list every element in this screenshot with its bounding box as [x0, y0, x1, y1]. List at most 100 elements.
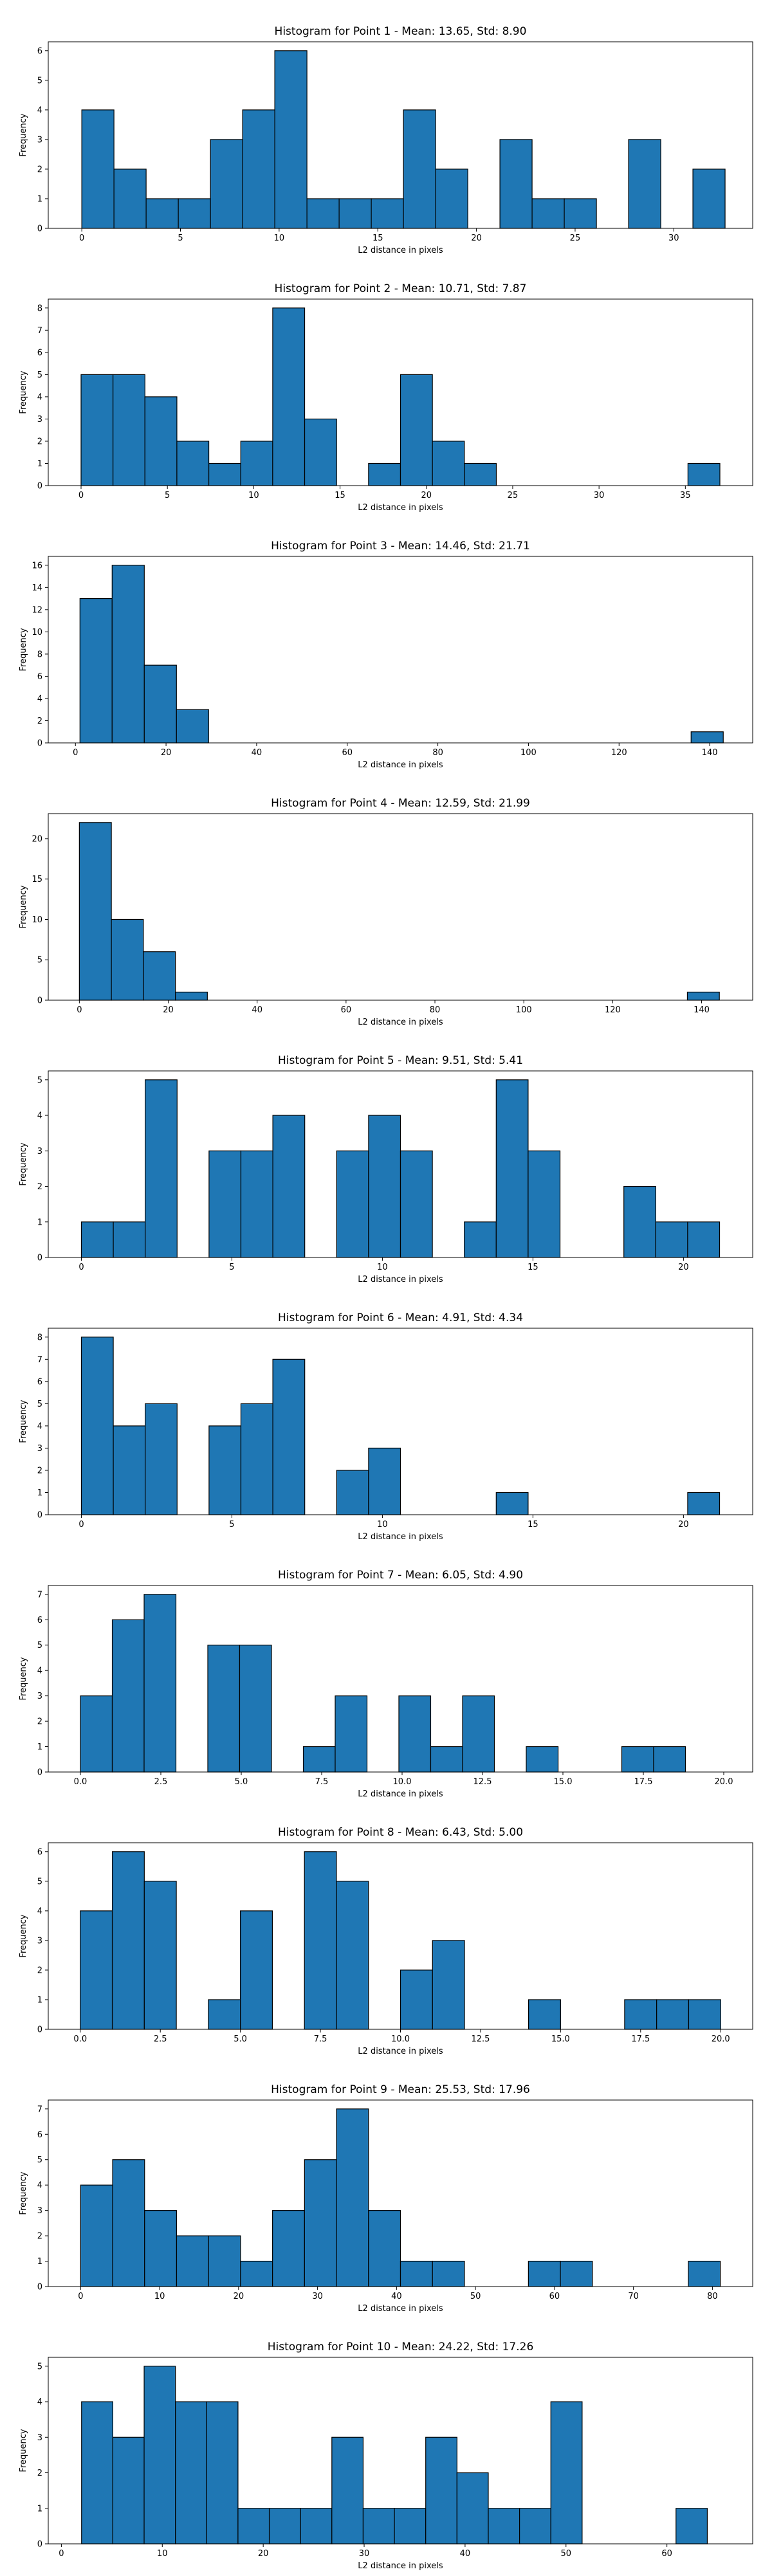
x-tick-label: 20.0 [712, 2034, 730, 2044]
x-tick-label: 60 [661, 2549, 672, 2559]
x-tick-label: 50 [470, 2292, 481, 2301]
x-tick-label: 80 [707, 2292, 718, 2301]
axes-frame [48, 298, 753, 486]
histogram-bar [111, 918, 144, 1001]
histogram-bar [394, 2508, 427, 2544]
x-axis-label: L2 distance in pixels [358, 1275, 443, 1284]
histogram-bar [653, 1746, 686, 1773]
x-tick-label: 15 [528, 1520, 538, 1530]
histogram-panel: Histogram for Point 7 - Mean: 6.05, Std:… [19, 1569, 753, 1799]
histogram-bar [111, 565, 145, 744]
histogram-bar [655, 1221, 688, 1258]
axes-frame [48, 1585, 753, 1773]
histogram-bar [145, 1079, 178, 1258]
x-tick-label: 0.0 [74, 1777, 87, 1787]
histogram-bar [531, 198, 565, 229]
x-tick-label: 100 [520, 748, 537, 758]
x-tick-label: 20 [678, 1520, 689, 1530]
histogram-bar [237, 2508, 270, 2544]
histogram-bar [78, 822, 112, 1001]
x-tick-label: 10 [157, 2549, 168, 2559]
histogram-bar [550, 2401, 583, 2544]
histogram-panel: Histogram for Point 2 - Mean: 10.71, Std… [19, 282, 753, 513]
histogram-bar [208, 462, 241, 486]
chart-title: Histogram for Point 6 - Mean: 4.91, Std:… [278, 1311, 523, 1324]
y-tick-label: 3 [37, 2206, 42, 2216]
y-tick-label: 1 [37, 459, 42, 469]
histogram-bar [688, 1999, 721, 2030]
y-axis-label: Frequency [19, 885, 28, 928]
y-tick-label: 2 [37, 165, 42, 174]
y-tick-label: 0 [37, 224, 42, 234]
x-tick-label: 0 [73, 748, 78, 758]
histogram-bar [145, 198, 179, 229]
x-tick-label: 2.5 [154, 1777, 168, 1787]
histogram-bar [690, 731, 724, 744]
histogram-bar [623, 1185, 656, 1258]
histogram-bar [113, 374, 145, 486]
y-tick-label: 2 [37, 1717, 42, 1727]
y-tick-label: 4 [37, 2398, 42, 2407]
x-tick-label: 20.0 [715, 1777, 733, 1787]
x-tick-label: 10 [154, 2292, 165, 2301]
x-tick-label: 12.5 [471, 2034, 490, 2044]
x-tick-label: 20 [678, 1263, 689, 1272]
y-tick-label: 8 [37, 1333, 42, 1342]
x-tick-label: 30 [312, 2292, 323, 2301]
y-tick-label: 5 [37, 956, 42, 965]
y-axis-label: Frequency [19, 2429, 28, 2472]
histogram-bar [274, 50, 308, 229]
histogram-bar [425, 2436, 457, 2544]
histogram-panel: Histogram for Point 4 - Mean: 12.59, Std… [19, 797, 753, 1027]
chart-title: Histogram for Point 7 - Mean: 6.05, Std:… [278, 1569, 523, 1582]
histogram-bar [368, 1115, 401, 1258]
y-tick-label: 1 [37, 2504, 42, 2514]
x-tick-label: 20 [421, 491, 432, 500]
y-axis-label: Frequency [19, 2171, 28, 2215]
x-tick-label: 40 [391, 2292, 402, 2301]
histogram-bar [400, 1150, 433, 1258]
x-tick-label: 0 [78, 491, 84, 500]
y-tick-label: 0 [37, 2540, 42, 2550]
x-tick-label: 15.0 [554, 1777, 573, 1787]
histogram-bar [143, 2366, 176, 2544]
x-tick-label: 0 [78, 1263, 84, 1272]
y-tick-label: 7 [37, 2105, 42, 2114]
histogram-bar [240, 1910, 273, 2030]
histogram-bar [628, 139, 661, 229]
x-axis-label: L2 distance in pixels [358, 2304, 443, 2314]
y-tick-label: 12 [32, 605, 42, 615]
histogram-bar [176, 441, 210, 486]
y-tick-label: 2 [37, 2232, 42, 2242]
y-tick-label: 6 [37, 1847, 42, 1857]
histogram-bar [564, 198, 597, 229]
y-tick-label: 0 [37, 482, 42, 491]
histogram-bar [400, 2260, 433, 2287]
x-axis-label: L2 distance in pixels [358, 760, 443, 770]
histogram-bar [210, 139, 243, 229]
x-tick-label: 40 [460, 2549, 471, 2559]
chart-title: Histogram for Point 1 - Mean: 13.65, Std… [275, 25, 527, 38]
histogram-bar [495, 1079, 529, 1258]
y-tick-label: 5 [37, 1641, 42, 1650]
histogram-bar [495, 1492, 529, 1515]
y-tick-label: 2 [37, 1966, 42, 1975]
histogram-bar [242, 109, 275, 229]
histogram-bar [400, 1969, 433, 2030]
x-axis-label: L2 distance in pixels [358, 1018, 443, 1027]
histogram-bar [143, 951, 176, 1001]
x-tick-label: 60 [549, 2292, 560, 2301]
y-tick-label: 8 [37, 304, 42, 313]
x-tick-label: 7.5 [315, 1777, 329, 1787]
x-tick-label: 40 [252, 748, 262, 758]
x-tick-label: 10 [377, 1263, 388, 1272]
histogram-bar [432, 441, 465, 486]
y-tick-label: 0 [37, 739, 42, 749]
x-tick-label: 50 [561, 2549, 572, 2559]
histogram-bar [79, 598, 113, 744]
histogram-bar [143, 664, 177, 744]
y-tick-label: 7 [37, 326, 42, 336]
y-tick-label: 1 [37, 1218, 42, 1227]
y-tick-label: 10 [32, 915, 42, 925]
